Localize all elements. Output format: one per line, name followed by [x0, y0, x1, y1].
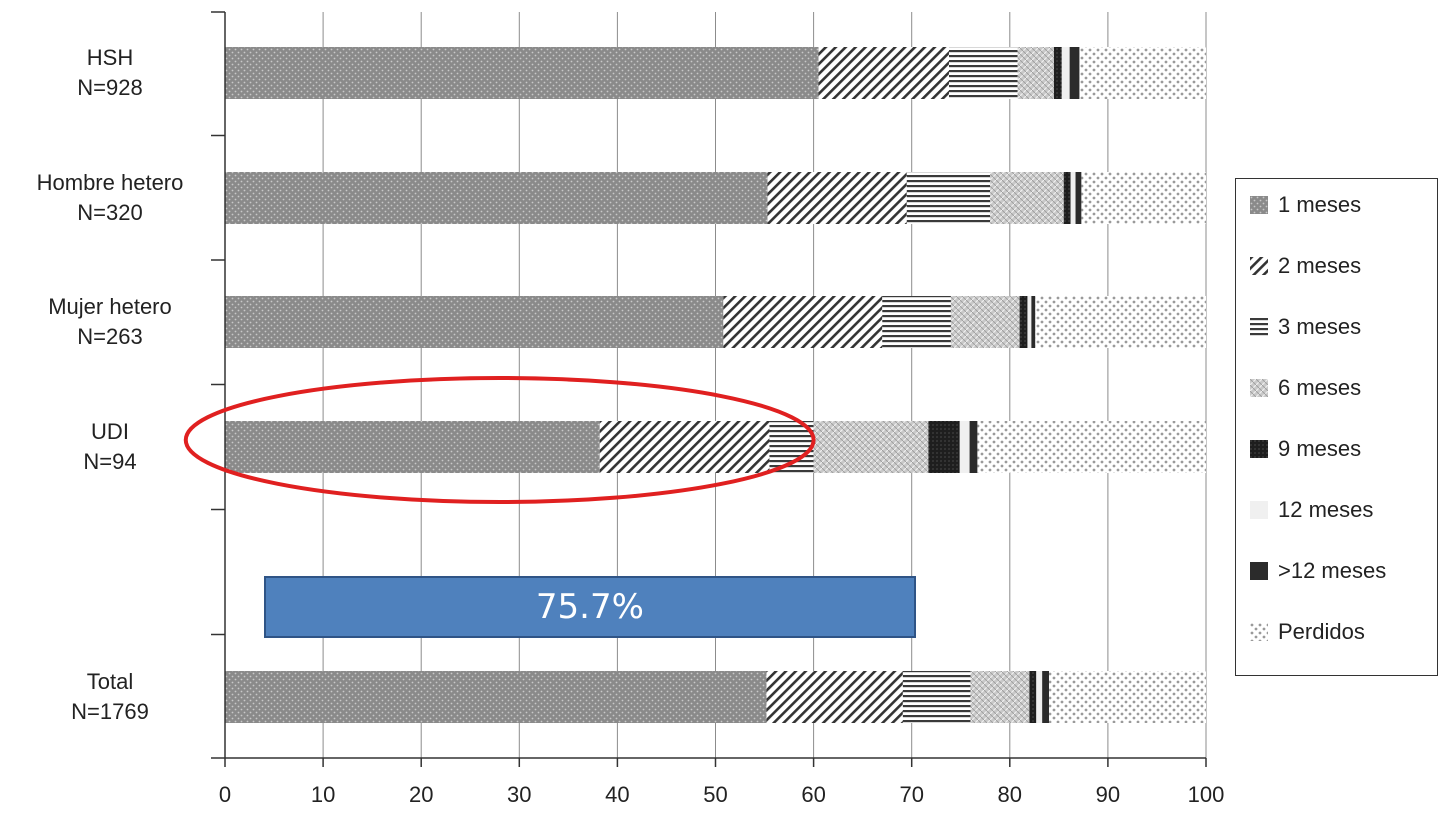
percentage-callout: 75.7%	[264, 576, 916, 638]
category-label: Total N=1769	[10, 667, 210, 727]
bar-segment	[902, 671, 971, 723]
x-tick-label: 60	[801, 782, 825, 807]
bar-segment	[1019, 296, 1028, 348]
x-tick-label: 80	[998, 782, 1022, 807]
legend: 1 meses 2 meses 3 meses 6 meses 9 meses 12 me…	[1235, 178, 1438, 676]
bar-segment	[969, 421, 978, 473]
legend-label: 9 meses	[1278, 436, 1362, 461]
x-tick-label: 0	[219, 782, 231, 807]
bar-segment	[977, 421, 1206, 473]
category-name: Mujer hetero	[48, 294, 172, 319]
legend-swatch	[1250, 501, 1268, 519]
x-tick-label: 10	[311, 782, 335, 807]
x-tick-label: 90	[1096, 782, 1120, 807]
category-count: N=320	[77, 200, 143, 225]
bar-segment	[1029, 671, 1037, 723]
bar-segment	[882, 296, 951, 348]
category-count: N=1769	[71, 699, 149, 724]
legend-swatch	[1250, 562, 1268, 580]
legend-swatch	[1250, 440, 1268, 458]
bar-segment	[225, 47, 819, 99]
legend-item: 12 meses	[1250, 495, 1373, 525]
category-label: Mujer hetero N=263	[10, 292, 210, 352]
category-label: HSH N=928	[10, 43, 210, 103]
legend-item: 9 meses	[1250, 434, 1361, 464]
category-name: UDI	[91, 419, 129, 444]
bar-segment	[948, 47, 1018, 99]
x-tick-label: 40	[605, 782, 629, 807]
category-count: N=94	[83, 449, 137, 474]
bar-segment	[990, 172, 1064, 224]
bar-segment	[906, 172, 991, 224]
legend-item: 6 meses	[1250, 373, 1361, 403]
legend-label: 3 meses	[1278, 314, 1362, 339]
bar-segment	[767, 172, 907, 224]
bar-segment	[1061, 47, 1070, 99]
x-tick-label: 30	[507, 782, 531, 807]
bar-segment	[599, 421, 770, 473]
bar-segment	[1070, 172, 1076, 224]
bar-segment	[1063, 172, 1071, 224]
legend-swatch	[1250, 623, 1268, 641]
x-tick-label: 70	[899, 782, 923, 807]
legend-swatch	[1250, 196, 1268, 214]
bar-segment	[818, 47, 949, 99]
bar-segment	[1049, 671, 1206, 723]
bar-segment	[959, 421, 970, 473]
bar-segment	[1079, 47, 1206, 99]
legend-item: Perdidos	[1250, 617, 1365, 647]
legend-swatch	[1250, 257, 1268, 275]
bar-segment	[225, 172, 768, 224]
category-count: N=263	[77, 324, 143, 349]
legend-label: 12 meses	[1278, 497, 1374, 522]
category-label: Hombre hetero N=320	[10, 168, 210, 228]
legend-swatch	[1250, 379, 1268, 397]
x-tick-label: 100	[1188, 782, 1225, 807]
category-name: Total	[86, 669, 134, 694]
bar-segment	[1035, 296, 1206, 348]
bar-segment	[225, 296, 724, 348]
bar-segment	[1075, 172, 1082, 224]
legend-label: Perdidos	[1278, 619, 1365, 644]
bar-segment	[1081, 172, 1206, 224]
bar-segment	[1027, 296, 1032, 348]
legend-item: 3 meses	[1250, 312, 1361, 342]
bar-segment	[950, 296, 1020, 348]
bar-segment	[225, 671, 767, 723]
bar-segment	[1042, 671, 1050, 723]
x-tick-label: 20	[409, 782, 433, 807]
legend-item: 2 meses	[1250, 251, 1361, 281]
legend-label: 6 meses	[1278, 375, 1362, 400]
legend-item: >12 meses	[1250, 556, 1386, 586]
category-label: UDI N=94	[10, 417, 210, 477]
legend-item: 1 meses	[1250, 190, 1361, 220]
x-tick-label: 50	[703, 782, 727, 807]
bar-segment	[1017, 47, 1054, 99]
bar-segment	[970, 671, 1030, 723]
legend-label: 1 meses	[1278, 192, 1362, 217]
legend-swatch	[1250, 318, 1268, 336]
category-count: N=928	[77, 75, 143, 100]
bar-segment	[1031, 296, 1036, 348]
bar-segment	[1069, 47, 1080, 99]
bar-segment	[1036, 671, 1043, 723]
bar-segment	[928, 421, 960, 473]
bar-segment	[225, 421, 600, 473]
category-name: Hombre hetero	[36, 170, 184, 195]
bar-segment	[813, 421, 929, 473]
percentage-callout-text: 75.7%	[535, 587, 644, 627]
bar-segment	[1053, 47, 1062, 99]
bar-segment	[723, 296, 883, 348]
highlight-ellipse	[183, 376, 816, 504]
legend-label: 2 meses	[1278, 253, 1362, 278]
category-name: HSH	[86, 45, 134, 70]
legend-label: >12 meses	[1278, 558, 1387, 583]
bar-segment	[766, 671, 903, 723]
